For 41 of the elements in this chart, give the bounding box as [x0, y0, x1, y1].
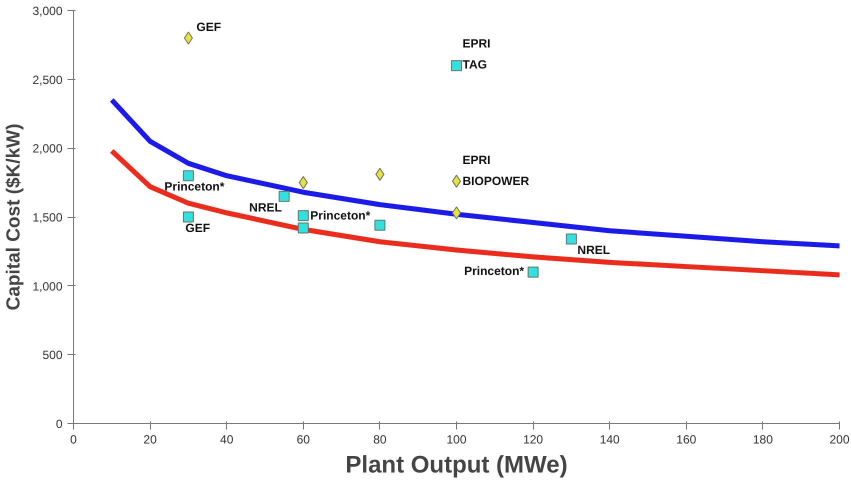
annotation: Princeton* — [310, 208, 371, 223]
point — [375, 168, 384, 181]
annotation: EPRI BIOPOWER — [462, 153, 530, 188]
point — [451, 60, 462, 72]
y-tick-label: 2,000 — [32, 142, 63, 156]
x-tick-label: 180 — [752, 432, 774, 446]
point — [182, 170, 194, 182]
y-tick-label: 3,000 — [32, 4, 63, 18]
x-tick-label: 140 — [600, 432, 620, 446]
y-tick-label: 1,500 — [32, 210, 63, 224]
x-tick-label: 120 — [523, 432, 544, 446]
y-tick-label: 500 — [42, 348, 63, 362]
x-tick-label: 80 — [373, 432, 387, 446]
annotation: EPRI TAG — [462, 36, 491, 72]
point — [298, 176, 308, 190]
point — [566, 234, 577, 245]
y-axis-title: Capital Cost ($K/kW) — [3, 124, 24, 310]
point — [278, 190, 290, 202]
x-tick-label: 40 — [220, 432, 234, 446]
annotation: NREL — [577, 243, 610, 258]
x-axis-title: Plant Output (MWe) — [345, 452, 568, 478]
annotation: GEF — [196, 20, 222, 34]
point — [184, 32, 193, 45]
y-tick-label: 1,000 — [32, 279, 63, 294]
x-tick-label: 100 — [446, 432, 467, 446]
x-tick-label: 200 — [829, 432, 850, 446]
x-tick-label: 20 — [143, 432, 158, 446]
x-tick-label: 0 — [70, 432, 78, 446]
annotation: NREL — [249, 200, 282, 214]
point — [182, 212, 194, 222]
annotation: Princeton* — [464, 264, 524, 278]
annotation: GEF — [185, 221, 210, 235]
point — [298, 210, 309, 222]
point — [374, 220, 386, 231]
x-tick-label: 160 — [676, 432, 697, 446]
x-tick-label: 60 — [296, 432, 310, 446]
y-tick-label: 2,500 — [32, 72, 63, 87]
point — [298, 222, 309, 234]
annotation: Princeton* — [164, 180, 225, 194]
point — [528, 266, 539, 278]
y-tick-label: 0 — [56, 417, 63, 431]
